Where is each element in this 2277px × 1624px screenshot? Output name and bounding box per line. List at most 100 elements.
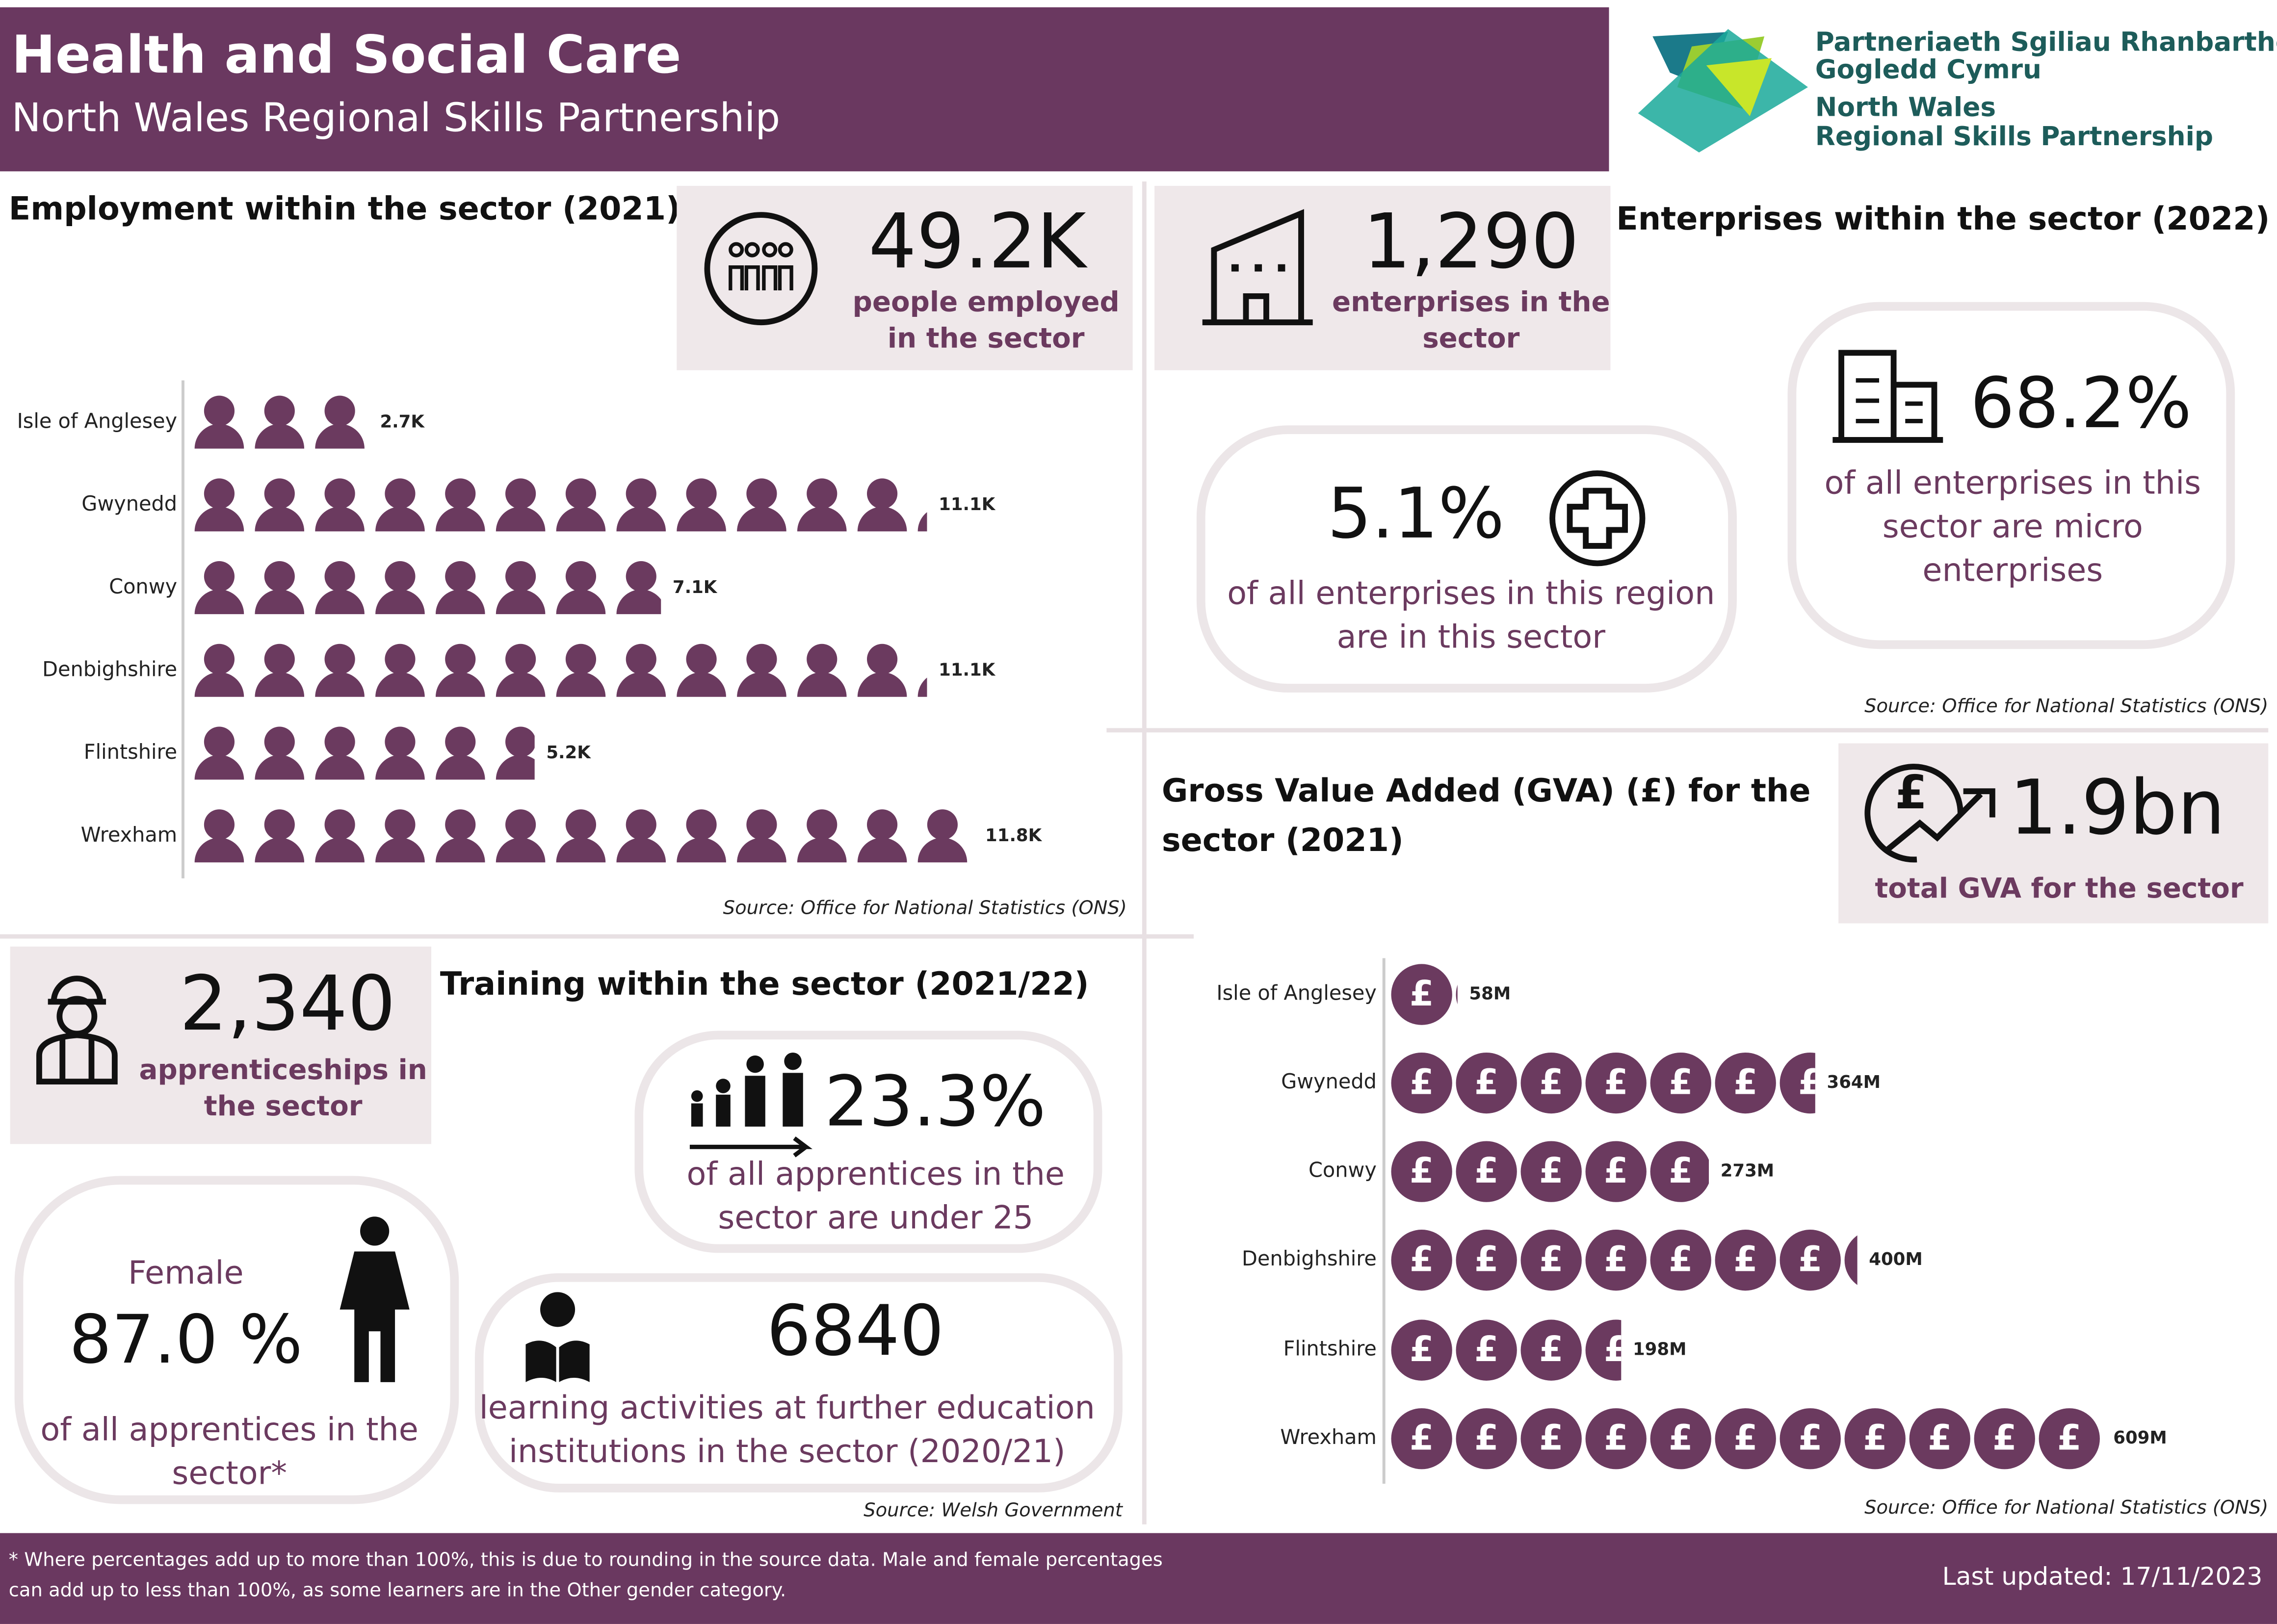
stat-label: sector are micro (1883, 509, 2143, 545)
coin-symbol: £ (1474, 1062, 1498, 1103)
person-icon (445, 809, 476, 840)
person-icon (445, 644, 476, 674)
svg-text:£: £ (1895, 766, 1927, 820)
gva-icon: £ (1864, 764, 1995, 863)
person-icon (324, 644, 355, 674)
person-icon (686, 644, 717, 674)
person-icon (496, 589, 546, 615)
person-icon (867, 478, 898, 509)
coin-symbol: £ (1863, 1418, 1887, 1458)
coin-symbol: £ (1410, 1418, 1434, 1458)
kpi-label: sector (1422, 322, 1519, 354)
pictogram-bar: £ £ £ £ £ £ £ (1391, 1052, 1822, 1114)
last-updated: Last updated: 17/11/2023 (1942, 1562, 2263, 1591)
reader-icon (525, 1292, 590, 1382)
person-icon (435, 507, 485, 532)
person-icon (445, 561, 476, 592)
section-title: Employment within the sector (2021) (9, 190, 680, 227)
person-icon (204, 726, 235, 757)
person-icon (315, 837, 365, 863)
person-icon (616, 672, 666, 697)
pictogram-bar: £ £ £ £ (1391, 1319, 1628, 1381)
coin-icon (1974, 1408, 2035, 1469)
coin-symbol: £ (1604, 1418, 1628, 1458)
stat-heading: Female (128, 1255, 243, 1291)
section-title: Gross Value Added (GVA) (£) for the (1162, 773, 1811, 809)
female-icon (340, 1216, 410, 1382)
person-icon (686, 809, 717, 840)
category-label: Conwy (1309, 1159, 1377, 1182)
person-icon (375, 507, 425, 532)
coin-icon (1780, 1052, 1815, 1114)
category-label: Denbighshire (1242, 1247, 1377, 1270)
person-icon (255, 507, 305, 532)
coin-icon (1650, 1230, 1711, 1291)
person-icon (917, 837, 968, 863)
pictogram-bar: £ £ £ £ £ £ £ £ (1391, 1230, 1858, 1291)
value-label: 5.2K (546, 743, 591, 763)
person-icon (807, 644, 838, 674)
stat-label: institutions in the sector (2020/21) (509, 1433, 1066, 1470)
coin-icon (1909, 1408, 1970, 1469)
person-icon (616, 507, 666, 532)
coin-icon (1585, 1052, 1647, 1114)
logo-text: Gogledd Cymru (1815, 54, 2041, 85)
person-icon (385, 478, 416, 509)
person-icon (204, 644, 235, 674)
source: Source: Welsh Government (864, 1499, 1124, 1521)
coin-symbol: £ (1474, 1150, 1498, 1191)
coin-icon (1650, 1052, 1711, 1114)
person-icon (737, 837, 786, 863)
person-icon (505, 809, 536, 840)
category-label: Flintshire (1283, 1337, 1377, 1361)
kpi-label: apprenticeships in (139, 1054, 427, 1086)
value-label: 2.7K (380, 412, 425, 432)
person-icon (565, 644, 597, 674)
coin-symbol: £ (1539, 1150, 1563, 1191)
person-icon (385, 726, 416, 757)
title: Health and Social Care (12, 25, 681, 85)
kpi-value: 1,290 (1363, 198, 1579, 285)
person-icon (445, 726, 476, 757)
person-icon (385, 644, 416, 674)
footnote: * Where percentages add up to more than … (9, 1548, 1163, 1571)
category-label: Gwynedd (1281, 1070, 1377, 1093)
person-icon (737, 507, 786, 532)
person-icon (556, 507, 606, 532)
coin-icon (1520, 1230, 1582, 1291)
logo-text: Regional Skills Partnership (1815, 121, 2213, 152)
stat-label: are in this sector (1337, 619, 1606, 655)
category-label: Wrexham (81, 823, 177, 847)
person-icon (435, 672, 485, 697)
person-icon (315, 507, 365, 532)
person-icon (375, 755, 425, 780)
coin-symbol: £ (1474, 1329, 1498, 1369)
stat-card (14, 1176, 459, 1504)
person-icon (385, 561, 416, 592)
coin-symbol: £ (1669, 1150, 1693, 1191)
family-icon (689, 1052, 813, 1158)
person-icon (204, 809, 235, 840)
person-icon (505, 561, 536, 592)
coin-symbol: £ (1798, 1062, 1822, 1103)
header-band (0, 7, 1609, 172)
kpi-box (1154, 185, 1611, 370)
person-icon (445, 478, 476, 509)
stat-value: 5.1% (1327, 473, 1504, 554)
person-icon (505, 726, 535, 757)
value-label: 58M (1469, 984, 1511, 1004)
stat-card (1787, 302, 2235, 649)
stat-label: of all apprentices in the (687, 1156, 1065, 1193)
person-icon (385, 809, 416, 840)
coin-icon (1456, 1052, 1517, 1114)
coin-symbol: £ (1539, 1239, 1563, 1280)
person-icon (324, 809, 355, 840)
pictogram-bar (194, 644, 927, 697)
stat-card (1196, 425, 1737, 693)
person-icon (505, 644, 536, 674)
value-label: 7.1K (673, 577, 718, 597)
coin-symbol: £ (1604, 1329, 1628, 1369)
category-label: Denbighshire (42, 658, 177, 681)
person-icon (194, 589, 244, 615)
office-icon (1832, 350, 1943, 443)
